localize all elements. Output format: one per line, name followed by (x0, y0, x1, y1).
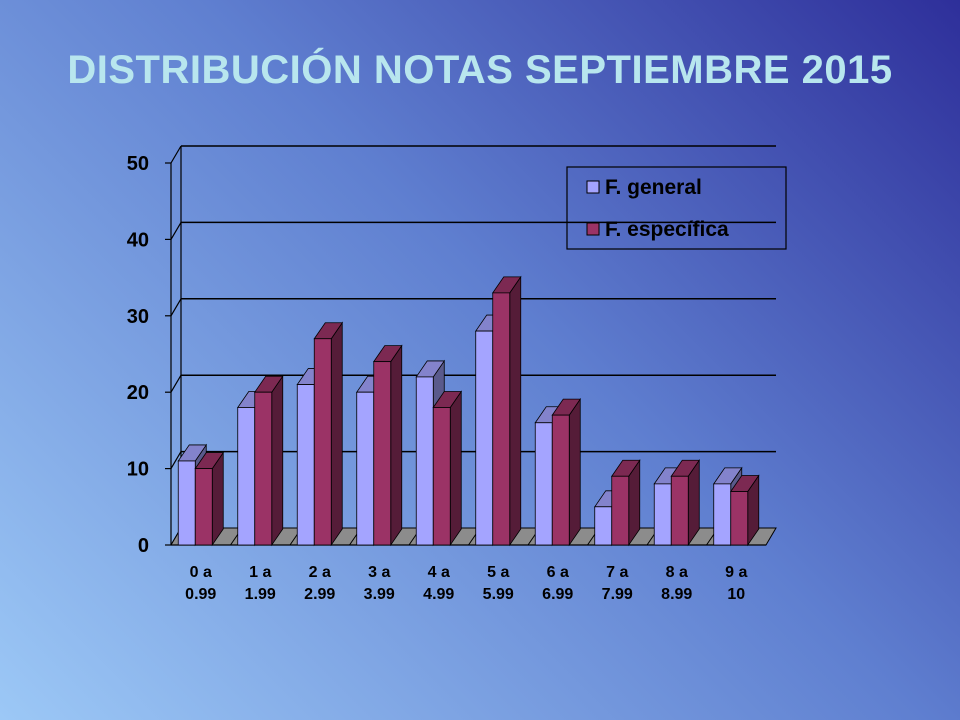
x-tick-label: 9 a 10 (725, 564, 747, 603)
bar-front (296, 384, 315, 546)
bar (432, 390, 463, 547)
bar-front (356, 391, 375, 546)
bar-front (594, 506, 613, 546)
bar-front (177, 460, 196, 546)
bar (253, 374, 284, 547)
bar-front (534, 422, 553, 546)
bar-front (713, 483, 732, 546)
gridline-connector (170, 451, 182, 469)
bar-front (611, 475, 630, 546)
bar (194, 451, 225, 547)
bar-front (653, 483, 672, 546)
bar-front (237, 407, 256, 546)
legend: F. general F. específica (566, 166, 787, 250)
chart-title: DISTRIBUCIÓN NOTAS SEPTIEMBRE 2015 (67, 48, 893, 92)
legend-label: F. específica (605, 218, 729, 241)
bar (313, 321, 344, 547)
bar-side (330, 321, 343, 547)
y-axis-ticks: 0 10 20 30 40 50 (127, 153, 149, 557)
y-tick-label: 10 (127, 459, 149, 481)
bar-front (415, 376, 434, 546)
bar (670, 458, 701, 547)
x-tick-label: 1 a 1.99 (245, 564, 276, 603)
legend-swatch (586, 180, 600, 194)
x-tick-label: 0 a 0.99 (185, 564, 216, 603)
x-axis-labels: 0 a 0.99 1 a 1.99 2 a 2.99 3 a 3.99 4 a 4.99 5 a 5.… (185, 564, 747, 603)
bar-front (254, 391, 273, 546)
bar-side (509, 275, 522, 547)
bar-front (432, 407, 451, 546)
bar-front (194, 468, 213, 546)
bar-side (449, 390, 462, 547)
bar-side (390, 344, 403, 547)
bar-front (475, 330, 494, 546)
legend-box (566, 166, 787, 250)
bar-front (313, 338, 332, 546)
gridline-connector (170, 374, 182, 393)
y-tick-label: 40 (127, 229, 149, 251)
bar (610, 458, 641, 547)
x-tick-label: 5 a 5.99 (483, 564, 514, 603)
x-tick-label: 8 a 8.99 (661, 564, 692, 603)
y-tick-label: 0 (138, 535, 149, 557)
gridline-connector (170, 145, 182, 164)
bar (372, 344, 403, 547)
bar (551, 397, 582, 547)
bar (729, 474, 760, 547)
x-tick-label: 3 a 3.99 (364, 564, 395, 603)
bars (177, 275, 760, 547)
bar-front (551, 414, 570, 546)
y-tick-label: 20 (127, 382, 149, 404)
gridline-connector (170, 298, 182, 317)
legend-label: F. general (605, 176, 702, 199)
bar-side (568, 397, 581, 547)
x-tick-label: 4 a 4.99 (423, 564, 454, 603)
x-tick-label: 7 a 7.99 (602, 564, 633, 603)
gridline-connector (170, 222, 182, 240)
bar-front (492, 292, 511, 546)
y-tick-label: 30 (127, 306, 149, 328)
bar-side (271, 374, 284, 547)
x-tick-label: 2 a 2.99 (304, 564, 335, 603)
y-tick-label: 50 (127, 153, 149, 175)
bar-front (373, 361, 392, 546)
bar-front (670, 475, 689, 546)
bar-front (730, 491, 749, 546)
legend-swatch (586, 222, 600, 236)
x-tick-label: 6 a 6.99 (542, 564, 573, 603)
bar (491, 275, 522, 547)
